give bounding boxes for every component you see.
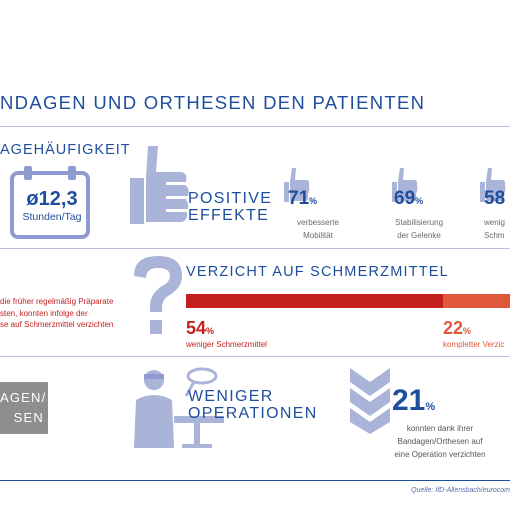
source-note: Quelle: IfD-Allensbach/eurocom (411, 487, 510, 494)
chevron-down-icon (350, 368, 390, 439)
thumbs-up-icon (392, 166, 418, 209)
stat-sign: % (309, 196, 318, 206)
operations-title-line1: WENIGER (188, 388, 274, 405)
stat-value: 69 (394, 188, 416, 209)
stat-label: wenig Schm (484, 216, 510, 242)
positive-title: POSITIVE EFFEKTE (188, 190, 272, 224)
operations-sign: % (425, 401, 436, 413)
thumbs-up-icon (284, 166, 310, 209)
stat-mobility: 71% (288, 188, 348, 210)
calendar-icon (8, 165, 92, 241)
painkiller-title: VERZICHT AUF SCHMERZMITTEL (186, 264, 449, 280)
stat-value: 71 (288, 188, 310, 209)
desc-line: sten, konnten infolge der (0, 308, 88, 318)
operations-title: WENIGER OPERATIONEN (188, 388, 318, 422)
operations-stat: 21% (392, 384, 435, 418)
bar-sign: % (206, 326, 215, 336)
desc-line: die früher regelmäßig Präparate (0, 297, 114, 306)
usage-section-title: AGEHÄUFIGKEIT (0, 142, 131, 158)
bar-value-less: 54% (186, 318, 214, 339)
stat-label-line2: der Gelenke (397, 231, 441, 240)
operations-label: konnten dank ihrer Bandagen/Orthesen auf… (380, 422, 500, 461)
stat-label-line2: Schm (484, 231, 505, 240)
stat-label-line1: wenig (484, 218, 505, 227)
section-divider (0, 248, 510, 249)
operations-label-line: eine Operation verzichten (394, 450, 486, 459)
thumbs-up-icon (480, 166, 506, 209)
bar-less-painkillers (186, 294, 443, 308)
category-box: AGEN/ SEN (0, 382, 48, 434)
surgeon-icon (134, 366, 230, 461)
question-mark-icon (128, 254, 188, 347)
operations-label-line: konnten dank ihrer (406, 424, 474, 433)
section-divider (0, 356, 510, 357)
stat-label: verbesserte Mobilität (286, 216, 350, 242)
usage-value: ø12,3 (26, 188, 78, 210)
stat-sign: % (415, 196, 424, 206)
bar-value: 22 (443, 318, 464, 338)
bar-value: 54 (186, 318, 207, 338)
stat-pain: 58 (484, 188, 510, 210)
positive-title-line1: POSITIVE (188, 190, 273, 207)
bar-sign: % (463, 326, 472, 336)
bar-label-less: weniger Schmerzmittel (186, 340, 267, 349)
bar-complete-abstention (443, 294, 510, 308)
thumbs-up-icon (130, 142, 190, 234)
usage-unit: Stunden/Tag (22, 211, 82, 223)
positive-title-line2: EFFEKTE (188, 207, 270, 224)
stat-label-line1: Stabilisierung (394, 218, 444, 227)
desc-line: se auf Schmerzmittel verzichten (0, 320, 114, 329)
painkiller-description: die früher regelmäßig Präparate sten, ko… (0, 296, 113, 331)
operations-title-line2: OPERATIONEN (188, 405, 318, 422)
category-line: SEN (13, 410, 44, 425)
stat-label: Stabilisierung der Gelenke (384, 216, 454, 242)
category-line: AGEN/ (0, 390, 47, 405)
bar-label-complete: kompletter Verzic (443, 340, 505, 349)
stat-label-line1: verbesserte (297, 218, 339, 227)
bottom-rule (0, 480, 510, 481)
operations-label-line: Bandagen/Orthesen auf (397, 437, 483, 446)
operations-value: 21 (392, 384, 426, 417)
page-headline: NDAGEN UND ORTHESEN DEN PATIENTEN (0, 92, 426, 113)
stat-label-line2: Mobilität (303, 231, 333, 240)
stat-value: 58 (484, 188, 506, 209)
section-divider (0, 126, 510, 127)
stat-stability: 69% (394, 188, 454, 210)
bar-value-complete: 22% (443, 318, 471, 339)
